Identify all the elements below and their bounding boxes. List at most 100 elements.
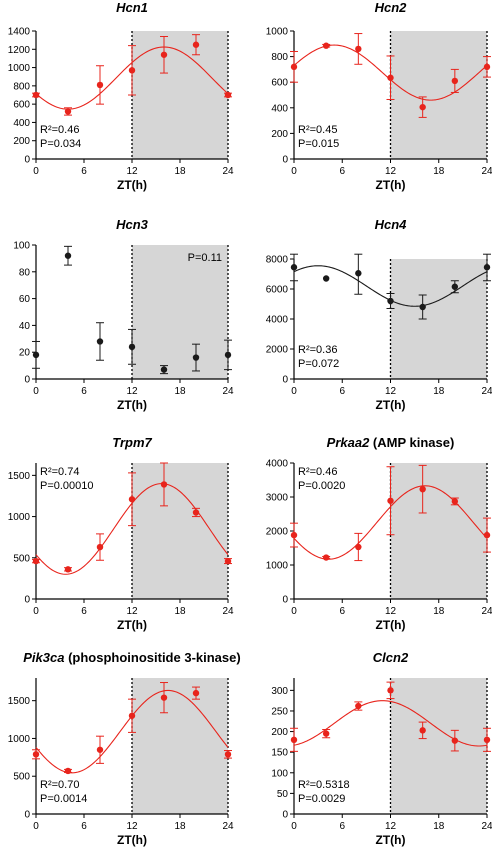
data-point xyxy=(32,351,40,359)
x-tick-label: 6 xyxy=(81,386,87,397)
y-tick-label: 1500 xyxy=(8,471,31,482)
stat-annotation: R²=0.36 xyxy=(298,344,337,356)
data-point xyxy=(128,343,136,351)
data-point xyxy=(224,557,232,565)
data-point xyxy=(96,81,104,89)
y-tick-label: 2000 xyxy=(266,527,289,538)
data-point xyxy=(387,497,394,504)
x-axis-label: ZT(h) xyxy=(376,398,406,412)
x-tick-label: 0 xyxy=(291,386,297,397)
data-point xyxy=(451,737,459,744)
x-tick-label: 0 xyxy=(291,166,297,177)
data-point xyxy=(160,51,168,58)
data-point xyxy=(224,351,232,359)
x-axis-label: ZT(h) xyxy=(376,178,406,192)
dark-phase-shade xyxy=(390,259,487,379)
x-tick-label: 18 xyxy=(174,166,186,177)
dark-phase-shade xyxy=(390,678,487,814)
data-point xyxy=(192,689,200,697)
y-tick-label: 0 xyxy=(24,810,30,821)
x-tick-label: 18 xyxy=(433,166,445,177)
x-tick-label: 24 xyxy=(222,606,234,617)
y-tick-label: 1000 xyxy=(8,512,31,523)
chart-title: Hcn1 xyxy=(116,0,148,15)
stat-annotation: P=0.0020 xyxy=(298,480,345,492)
dark-phase-shade xyxy=(132,463,228,599)
stat-annotation: R²=0.46 xyxy=(298,466,337,478)
dark-phase-shade xyxy=(390,463,487,599)
y-tick-label: 0 xyxy=(282,155,288,166)
x-tick-label: 18 xyxy=(433,606,445,617)
x-axis-label: ZT(h) xyxy=(117,833,147,847)
y-tick-label: 500 xyxy=(13,553,30,564)
y-tick-label: 50 xyxy=(277,789,289,800)
x-tick-label: 6 xyxy=(339,166,345,177)
data-point xyxy=(64,108,72,115)
x-tick-label: 6 xyxy=(81,821,87,832)
chart-title-gene: Hcn1 xyxy=(116,0,148,15)
y-tick-label: 600 xyxy=(271,78,288,89)
chart-title-gene: Hcn4 xyxy=(375,217,408,232)
chart-title-gene: Trpm7 xyxy=(112,435,152,450)
dark-phase-shade xyxy=(132,31,228,159)
x-tick-label: 6 xyxy=(81,166,87,177)
x-tick-label: 12 xyxy=(126,386,138,397)
data-point xyxy=(387,687,394,694)
y-tick-label: 1000 xyxy=(8,734,31,745)
data-point xyxy=(355,702,362,710)
data-point xyxy=(355,543,362,551)
y-tick-label: 1000 xyxy=(266,27,289,38)
data-point xyxy=(192,509,200,516)
x-tick-label: 6 xyxy=(339,386,345,397)
stat-annotation: R²=0.45 xyxy=(298,124,337,136)
stat-annotation: R²=0.70 xyxy=(40,779,79,791)
data-point xyxy=(96,338,104,345)
data-point xyxy=(64,566,72,573)
y-tick-label: 1500 xyxy=(8,696,31,707)
data-point xyxy=(387,297,394,305)
y-tick-label: 6000 xyxy=(266,285,289,296)
chart-title-gene: Pik3ca xyxy=(23,650,64,665)
y-tick-label: 2000 xyxy=(266,345,289,356)
data-point xyxy=(32,91,40,99)
data-point xyxy=(322,554,330,561)
chart-title: Pik3ca (phosphoinositide 3-kinase) xyxy=(23,650,240,665)
x-tick-label: 12 xyxy=(385,606,397,617)
y-tick-label: 0 xyxy=(24,595,30,606)
data-point xyxy=(483,531,491,539)
x-axis-label: ZT(h) xyxy=(117,618,147,632)
x-tick-label: 12 xyxy=(385,821,397,832)
data-point xyxy=(128,67,136,74)
data-point xyxy=(419,727,426,734)
y-tick-label: 200 xyxy=(13,136,30,147)
x-tick-label: 6 xyxy=(339,821,345,832)
y-tick-label: 20 xyxy=(19,348,31,359)
y-tick-label: 300 xyxy=(271,686,288,697)
y-tick-label: 1000 xyxy=(8,63,31,74)
data-point xyxy=(451,77,459,85)
chart-title: Hcn2 xyxy=(375,0,408,15)
stat-annotation: P=0.034 xyxy=(40,138,81,150)
x-tick-label: 0 xyxy=(33,606,39,617)
data-point xyxy=(224,751,232,758)
x-axis-label: ZT(h) xyxy=(117,398,147,412)
x-tick-label: 24 xyxy=(481,606,492,617)
y-tick-label: 600 xyxy=(13,100,30,111)
data-point xyxy=(419,303,426,311)
chart-panel: 0 1000 2000 3000 4000 0 6 12 18 24 ZT(h) Prkaa2 (AM… xyxy=(266,435,492,632)
y-tick-label: 0 xyxy=(24,155,30,166)
stat-annotation: R²=0.5318 xyxy=(298,779,350,791)
stat-annotation: P=0.11 xyxy=(188,252,222,264)
x-tick-label: 0 xyxy=(291,606,297,617)
x-tick-label: 6 xyxy=(339,606,345,617)
chart-title: Clcn2 xyxy=(373,650,409,665)
data-point xyxy=(387,74,394,81)
y-tick-label: 80 xyxy=(19,267,31,278)
chart-title: Hcn4 xyxy=(375,217,408,232)
data-point xyxy=(128,496,136,503)
x-tick-label: 12 xyxy=(126,166,138,177)
chart-panel: 0 2000 4000 6000 8000 0 6 12 18 24 ZT(h) Hcn4 R²=0.3… xyxy=(266,217,492,412)
y-tick-label: 60 xyxy=(19,294,31,305)
x-tick-label: 12 xyxy=(385,386,397,397)
